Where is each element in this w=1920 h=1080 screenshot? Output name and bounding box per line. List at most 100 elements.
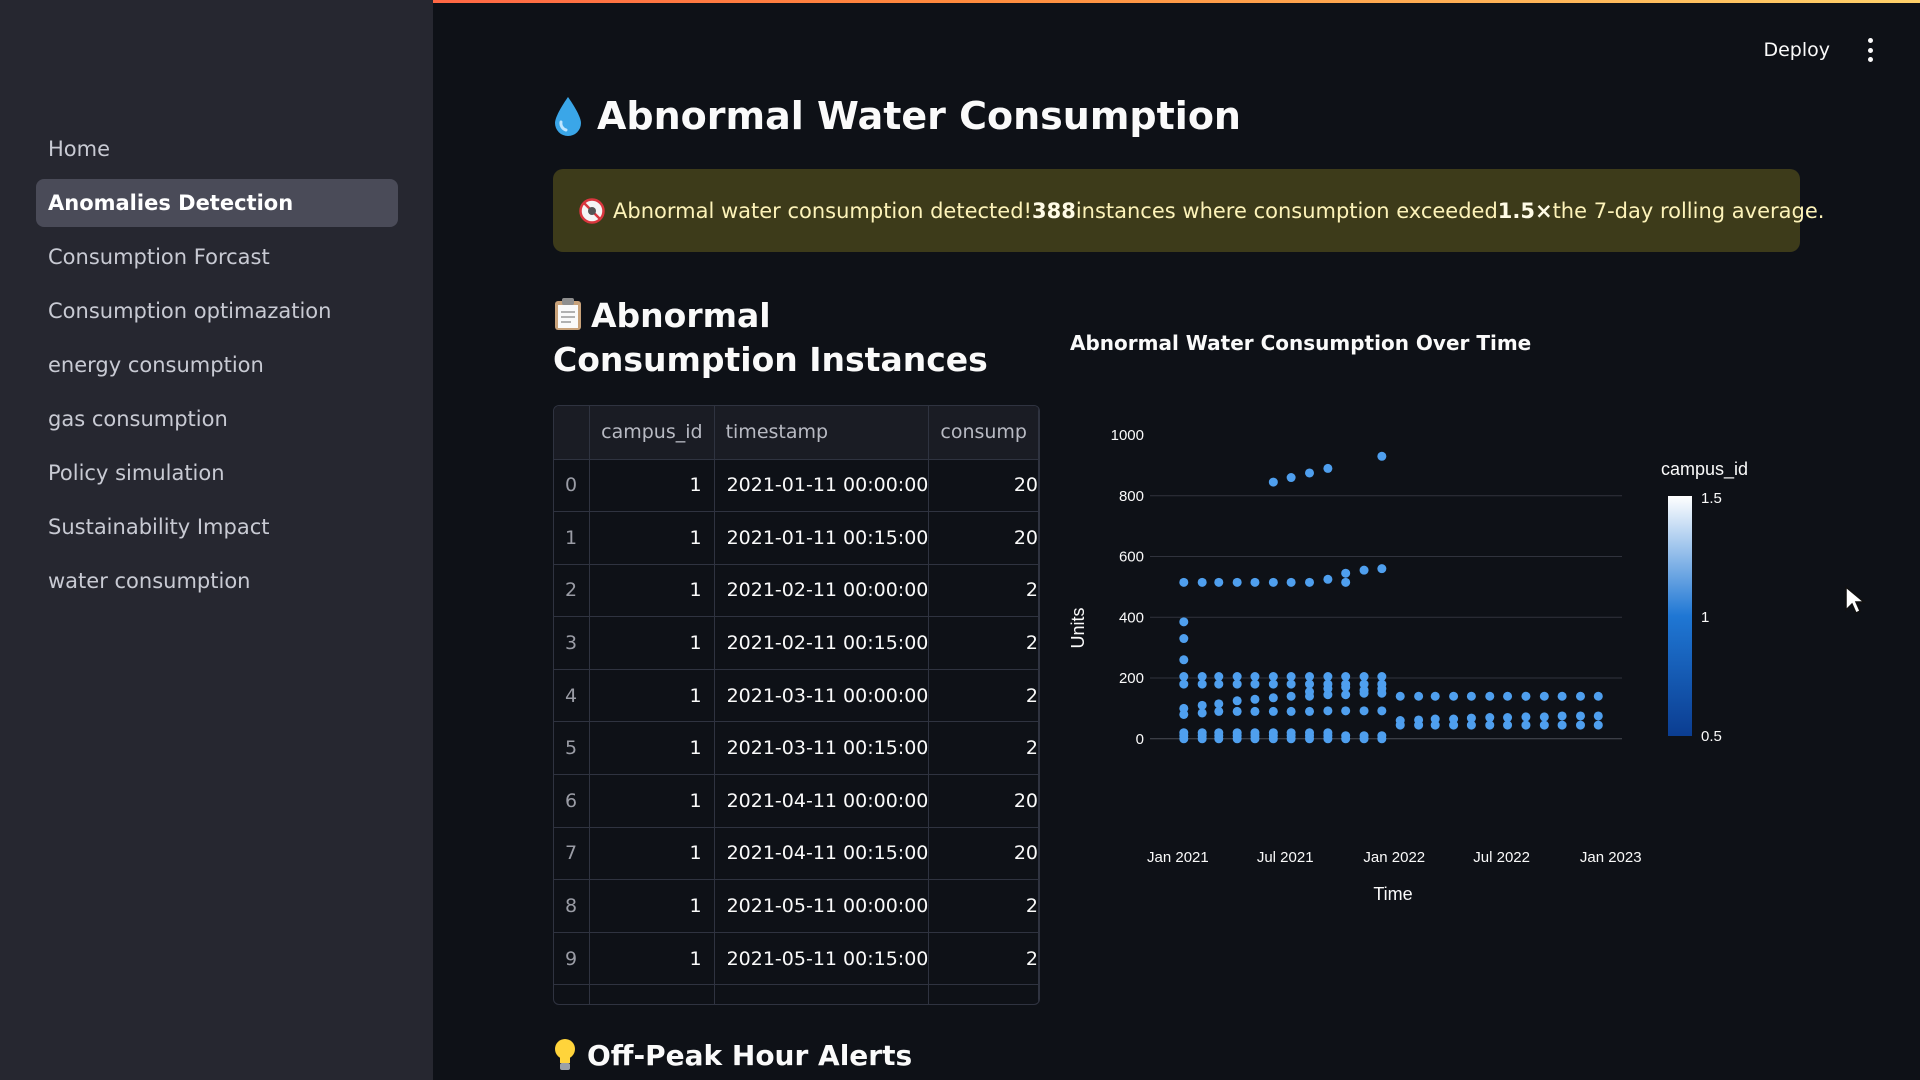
column-header-consumption[interactable]: consump: [928, 406, 1039, 460]
chart-point[interactable]: [1377, 706, 1387, 716]
chart-point[interactable]: [1232, 672, 1242, 681]
chart-point[interactable]: [1341, 734, 1351, 744]
chart-point[interactable]: [1575, 711, 1585, 721]
chart-point[interactable]: [1179, 703, 1189, 713]
chart-point[interactable]: [1179, 577, 1189, 587]
anomalies-table[interactable]: campus_id timestamp consump 0 1 2021-01-11…: [553, 405, 1040, 1005]
chart-point[interactable]: [1323, 672, 1333, 681]
chart-point[interactable]: [1449, 720, 1459, 730]
table-row[interactable]: 9 1 2021-05-11 00:15:00 2: [554, 932, 1039, 986]
table-row[interactable]: 4 1 2021-03-11 00:00:00 2: [554, 669, 1039, 723]
chart-point[interactable]: [1268, 679, 1278, 689]
chart-point[interactable]: [1485, 720, 1495, 730]
chart-point[interactable]: [1377, 451, 1387, 461]
chart-point[interactable]: [1268, 706, 1278, 716]
column-header-index[interactable]: [554, 406, 591, 460]
column-header-campus-id[interactable]: campus_id: [589, 406, 715, 460]
chart-point[interactable]: [1359, 685, 1369, 695]
abnormal-consumption-chart[interactable]: Abnormal Water Consumption Over Time 0 20…: [1060, 325, 1780, 925]
table-row[interactable]: 3 1 2021-02-11 00:15:00 2: [554, 616, 1039, 670]
column-header-timestamp[interactable]: timestamp: [714, 406, 930, 460]
chart-point[interactable]: [1395, 691, 1405, 701]
chart-point[interactable]: [1197, 708, 1207, 718]
chart-point[interactable]: [1521, 720, 1531, 730]
chart-point[interactable]: [1430, 720, 1440, 730]
chart-point[interactable]: [1250, 672, 1260, 681]
chart-point[interactable]: [1377, 684, 1387, 694]
chart-point[interactable]: [1214, 679, 1224, 689]
chart-point[interactable]: [1286, 691, 1296, 701]
chart-point[interactable]: [1268, 577, 1278, 587]
chart-point[interactable]: [1305, 468, 1315, 478]
chart-point[interactable]: [1359, 672, 1369, 681]
chart-point[interactable]: [1197, 672, 1207, 681]
chart-point[interactable]: [1179, 617, 1189, 627]
chart-point[interactable]: [1179, 634, 1189, 644]
table-row[interactable]: 5 1 2021-03-11 00:15:00 2: [554, 721, 1039, 776]
chart-point[interactable]: [1305, 577, 1315, 587]
chart-point[interactable]: [1232, 706, 1242, 716]
chart-point[interactable]: [1377, 734, 1387, 744]
chart-point[interactable]: [1232, 728, 1242, 738]
chart-point[interactable]: [1359, 565, 1369, 575]
chart-point[interactable]: [1485, 713, 1495, 723]
chart-point[interactable]: [1179, 679, 1189, 689]
chart-point[interactable]: [1286, 706, 1296, 716]
chart-point[interactable]: [1286, 728, 1296, 738]
chart-point[interactable]: [1503, 691, 1513, 701]
chart-point[interactable]: [1286, 679, 1296, 689]
chart-point[interactable]: [1197, 728, 1207, 738]
chart-point[interactable]: [1323, 728, 1333, 738]
chart-point[interactable]: [1197, 679, 1207, 689]
chart-point[interactable]: [1305, 687, 1315, 697]
chart-point[interactable]: [1414, 691, 1424, 701]
chart-point[interactable]: [1414, 720, 1424, 730]
table-row[interactable]: 7 1 2021-04-11 00:15:00 20: [554, 827, 1039, 881]
table-row[interactable]: 6 1 2021-04-11 00:00:00 20: [554, 774, 1039, 828]
chart-point[interactable]: [1395, 720, 1405, 730]
chart-point[interactable]: [1503, 720, 1513, 730]
chart-point[interactable]: [1341, 568, 1351, 578]
chart-point[interactable]: [1250, 728, 1260, 738]
chart-point[interactable]: [1305, 706, 1315, 716]
chart-point[interactable]: [1250, 679, 1260, 689]
chart-point[interactable]: [1539, 720, 1549, 730]
chart-point[interactable]: [1449, 691, 1459, 701]
chart-point[interactable]: [1305, 728, 1315, 738]
chart-point[interactable]: [1341, 672, 1351, 681]
chart-point[interactable]: [1305, 672, 1315, 681]
sidebar-item-water-consumption[interactable]: water consumption: [48, 569, 251, 593]
chart-point[interactable]: [1503, 713, 1513, 723]
chart-point[interactable]: [1232, 696, 1242, 706]
sidebar-item-sustainability-impact[interactable]: Sustainability Impact: [48, 515, 270, 539]
sidebar-item-energy-consumption[interactable]: energy consumption: [48, 353, 264, 377]
chart-point[interactable]: [1323, 574, 1333, 584]
chart-point[interactable]: [1214, 706, 1224, 716]
kebab-menu-icon[interactable]: [1860, 38, 1880, 62]
chart-point[interactable]: [1341, 690, 1351, 700]
chart-point[interactable]: [1430, 691, 1440, 701]
chart-point[interactable]: [1214, 672, 1224, 681]
chart-point[interactable]: [1250, 706, 1260, 716]
chart-point[interactable]: [1179, 655, 1189, 665]
chart-point[interactable]: [1286, 672, 1296, 681]
chart-point[interactable]: [1250, 694, 1260, 704]
chart-point[interactable]: [1268, 693, 1278, 703]
chart-point[interactable]: [1286, 577, 1296, 587]
chart-point[interactable]: [1214, 577, 1224, 587]
sidebar-item-policy-simulation[interactable]: Policy simulation: [48, 461, 225, 485]
table-row[interactable]: 1 1 2021-01-11 00:15:00 20: [554, 511, 1039, 565]
chart-point[interactable]: [1575, 691, 1585, 701]
chart-point[interactable]: [1250, 577, 1260, 587]
chart-point[interactable]: [1197, 700, 1207, 710]
chart-point[interactable]: [1197, 577, 1207, 587]
chart-point[interactable]: [1557, 720, 1567, 730]
chart-point[interactable]: [1377, 564, 1387, 574]
chart-point[interactable]: [1323, 684, 1333, 694]
chart-point[interactable]: [1179, 672, 1189, 681]
chart-point[interactable]: [1521, 712, 1531, 722]
table-row[interactable]: 2 1 2021-02-11 00:00:00 2: [554, 564, 1039, 618]
chart-point[interactable]: [1341, 682, 1351, 692]
sidebar-item-anomalies-detection[interactable]: Anomalies Detection: [36, 179, 398, 227]
chart-point[interactable]: [1214, 728, 1224, 738]
